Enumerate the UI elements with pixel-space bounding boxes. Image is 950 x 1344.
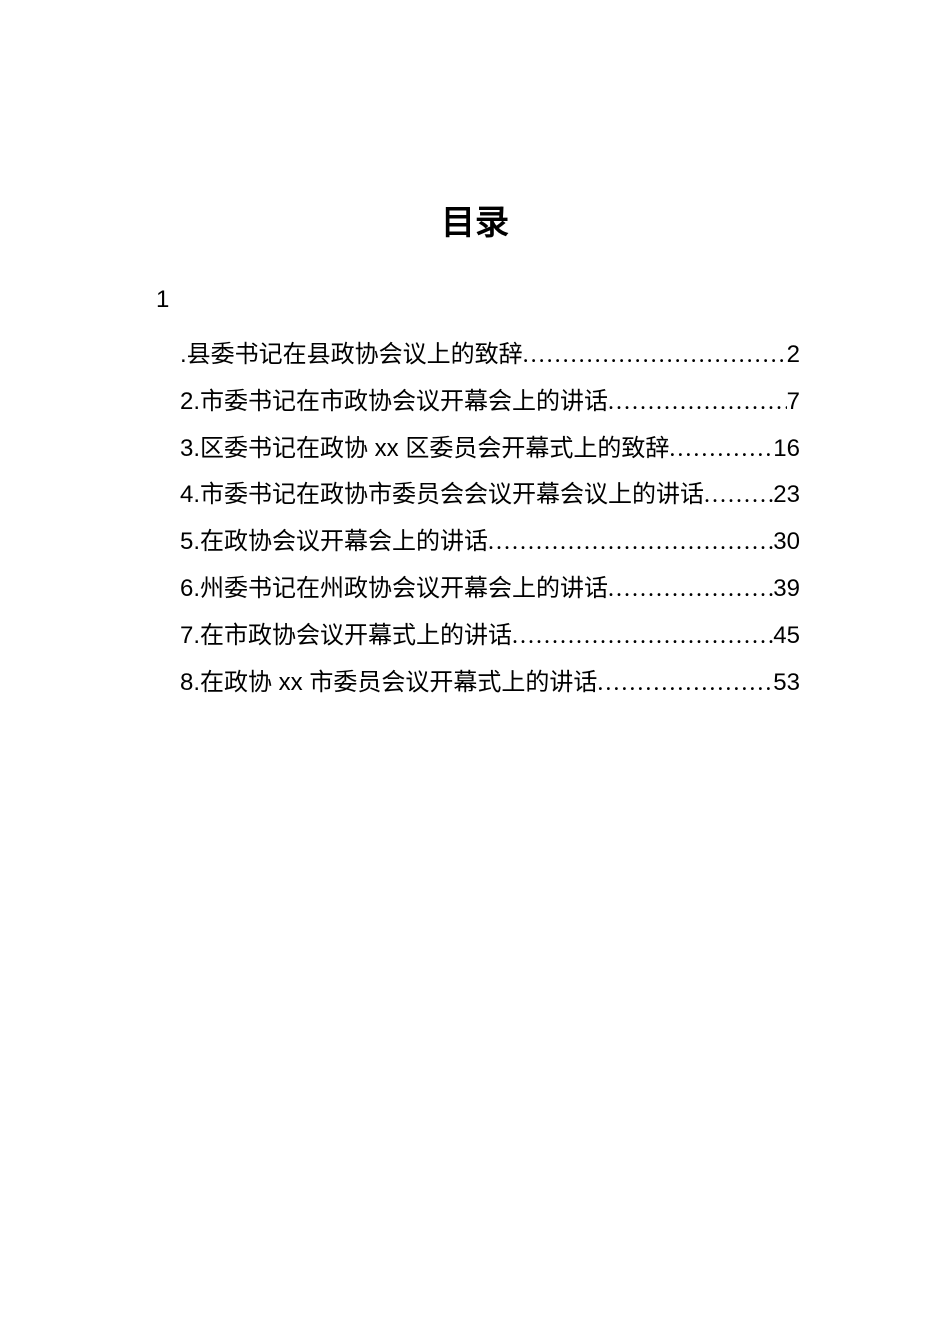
toc-page-number: 53 [773,660,800,707]
toc-label: 2.市委书记在市政协会议开幕会上的讲话 [180,379,608,426]
toc-label: 6.州委书记在州政协会议开幕会上的讲话 [180,566,608,613]
toc-entry: 3.区委书记在政协 xx 区委员会开幕式上的致辞 16 [180,426,800,473]
toc-dots [597,660,773,707]
toc-label: .县委书记在县政协会议上的致辞 [180,332,523,379]
toc-dots [608,566,773,613]
toc-dots [488,519,773,566]
toc-label: 8.在政协 xx 市委员会议开幕式上的讲话 [180,660,597,707]
toc-page-number: 39 [773,566,800,613]
toc-label: 3.区委书记在政协 xx 区委员会开幕式上的致辞 [180,426,669,473]
toc-dots [704,472,773,519]
table-of-contents: .县委书记在县政协会议上的致辞 2 2.市委书记在市政协会议开幕会上的讲话 7 … [150,332,800,706]
document-page: 目录 1 .县委书记在县政协会议上的致辞 2 2.市委书记在市政协会议开幕会上的… [0,0,950,706]
first-entry-marker: 1 [156,286,800,314]
toc-entry: 2.市委书记在市政协会议开幕会上的讲话 7 [180,379,800,426]
toc-label: 4.市委书记在政协市委员会会议开幕会议上的讲话 [180,472,704,519]
toc-dots [523,332,787,379]
toc-entry: 4.市委书记在政协市委员会会议开幕会议上的讲话 23 [180,472,800,519]
toc-page-number: 23 [773,472,800,519]
toc-entry: 7.在市政协会议开幕式上的讲话 45 [180,613,800,660]
toc-page-number: 7 [787,379,800,426]
toc-page-number: 30 [773,519,800,566]
toc-entry: 8.在政协 xx 市委员会议开幕式上的讲话 53 [180,660,800,707]
toc-label: 7.在市政协会议开幕式上的讲话 [180,613,512,660]
page-title: 目录 [150,195,800,244]
toc-dots [512,613,773,660]
toc-entry: 5.在政协会议开幕会上的讲话 30 [180,519,800,566]
toc-dots [608,379,787,426]
toc-page-number: 2 [787,332,800,379]
toc-dots [669,426,773,473]
toc-page-number: 45 [773,613,800,660]
toc-label: 5.在政协会议开幕会上的讲话 [180,519,488,566]
toc-entry: 6.州委书记在州政协会议开幕会上的讲话 39 [180,566,800,613]
toc-entry: .县委书记在县政协会议上的致辞 2 [180,332,800,379]
toc-page-number: 16 [773,426,800,473]
